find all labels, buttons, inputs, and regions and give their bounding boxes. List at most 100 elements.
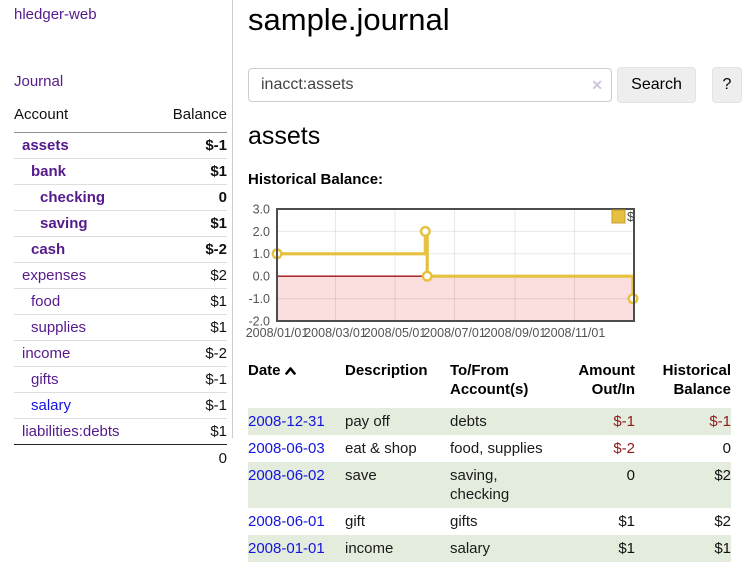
account-balance: $-1	[154, 366, 227, 393]
accounts-table-body: assets $-1 bank $1 checking 0 saving $1 cash $-2 e…	[14, 133, 227, 445]
register-header-description: Description	[345, 362, 428, 379]
account-name-cell: food	[14, 288, 155, 315]
accounts-total-row: 0	[14, 444, 227, 472]
historical-balance-label: Historical Balance:	[248, 171, 384, 188]
data-point-marker	[421, 270, 433, 282]
register-header-balance: Historical Balance	[662, 362, 731, 398]
account-link-gifts[interactable]: gifts	[31, 371, 59, 388]
transaction-accounts: saving, checking	[450, 467, 510, 503]
transaction-date-link[interactable]: 2008-01-01	[248, 540, 325, 557]
transaction-date-cell: 2008-12-31	[248, 408, 345, 435]
search-bar: ✕ Search ?	[248, 66, 742, 104]
account-link-assets[interactable]: assets	[22, 137, 69, 154]
account-balance: 0	[154, 184, 227, 211]
transaction-date-cell: 2008-06-01	[248, 508, 345, 535]
account-balance: $1	[154, 314, 227, 341]
transaction-balance: $2	[714, 513, 731, 530]
transaction-date-cell: 2008-06-02	[248, 462, 345, 508]
register-row: 2008-06-02 save saving, checking 0 $2	[248, 462, 731, 508]
svg-text:2008/09/01: 2008/09/01	[484, 326, 547, 340]
account-link-supplies[interactable]: supplies	[31, 319, 87, 336]
register-table-body: 2008-12-31 pay off debts $-1 $-1 2008-06-03 ea…	[248, 408, 731, 562]
account-row: bank $1	[14, 158, 227, 185]
register-row: 2008-12-31 pay off debts $-1 $-1	[248, 408, 731, 435]
accounts-total-value: 0	[154, 444, 227, 472]
register-header-accounts: To/From Account(s)	[450, 362, 529, 398]
clear-search-icon[interactable]: ✕	[591, 77, 603, 93]
accounts-total-spacer	[14, 444, 155, 472]
transaction-date-link[interactable]: 2008-06-03	[248, 440, 325, 457]
svg-text:2008/03/01: 2008/03/01	[304, 326, 367, 340]
account-balance: $1	[154, 418, 227, 445]
transaction-date-cell: 2008-01-01	[248, 535, 345, 562]
accounts-table: Account Balance assets $-1 bank $1 checking 0…	[14, 105, 227, 472]
account-row: expenses $2	[14, 262, 227, 289]
transaction-description: eat & shop	[345, 440, 417, 457]
chart-container: 3.0 2.0 1.0 0.0 -1.0 -2.0 2008/01/01 2008/03/01…	[243, 199, 683, 345]
transaction-description: gift	[345, 513, 366, 530]
sidebar-item-journal[interactable]: Journal	[14, 73, 64, 90]
accounts-header-account: Account	[14, 105, 155, 133]
account-name-cell: salary	[14, 392, 155, 419]
search-button[interactable]: Search	[617, 67, 696, 103]
sort-ascending-icon	[284, 367, 296, 375]
account-link-income[interactable]: income	[22, 345, 71, 362]
account-link-liabilities-debts[interactable]: liabilities:debts	[22, 423, 120, 440]
account-balance: $1	[154, 288, 227, 315]
register-row: 2008-01-01 income salary $1 $1	[248, 535, 731, 562]
svg-text:2008/07/01: 2008/07/01	[423, 326, 486, 340]
account-balance: $-1	[205, 137, 227, 154]
transaction-accounts: food, supplies	[450, 440, 543, 457]
svg-text:-2.0: -2.0	[248, 314, 270, 328]
page-title: sample.journal	[248, 2, 450, 37]
transaction-amount: $-1	[613, 413, 635, 430]
register-header-date[interactable]: Date	[248, 359, 345, 408]
account-link-salary[interactable]: salary	[31, 397, 72, 414]
account-name-cell: income	[14, 340, 155, 367]
transaction-date-link[interactable]: 2008-06-02	[248, 467, 325, 484]
legend-swatch	[611, 209, 626, 224]
account-link-expenses[interactable]: expenses	[22, 267, 87, 284]
account-link-checking[interactable]: checking	[40, 189, 106, 206]
account-row: food $1	[14, 288, 227, 315]
help-button[interactable]: ?	[712, 67, 742, 103]
register-header-row: Date Description To/From Account(s) Amou…	[248, 359, 731, 408]
account-balance: $2	[154, 262, 227, 289]
register-row: 2008-06-01 gift gifts $1 $2	[248, 508, 731, 535]
account-link-cash[interactable]: cash	[31, 241, 66, 258]
account-link-saving[interactable]: saving	[40, 215, 88, 232]
account-row: salary $-1	[14, 392, 227, 419]
account-name-cell: assets	[14, 133, 155, 159]
account-link-food[interactable]: food	[31, 293, 61, 310]
account-name-cell: expenses	[14, 262, 155, 289]
account-row: cash $-2	[14, 236, 227, 263]
transaction-balance: $-1	[709, 413, 731, 430]
transaction-amount: 0	[626, 467, 635, 484]
sidebar: hledger-web Journal Account Balance asse…	[0, 0, 233, 472]
account-balance: $1	[154, 158, 227, 185]
svg-text:2008/11/01: 2008/11/01	[544, 326, 606, 340]
date-header-label: Date	[248, 362, 281, 379]
account-link-bank[interactable]: bank	[31, 163, 67, 180]
svg-text:1.0: 1.0	[253, 247, 270, 261]
svg-text:3.0: 3.0	[253, 202, 270, 216]
app-brand-link[interactable]: hledger-web	[14, 6, 97, 23]
transaction-date-link[interactable]: 2008-12-31	[248, 413, 325, 430]
transaction-accounts: debts	[450, 413, 487, 430]
account-name-cell: saving	[14, 210, 155, 237]
svg-text:-1.0: -1.0	[248, 292, 270, 306]
search-input[interactable]	[248, 68, 612, 102]
account-page-title: assets	[248, 122, 321, 150]
account-balance: $-2	[154, 340, 227, 367]
transaction-date-link[interactable]: 2008-06-01	[248, 513, 325, 530]
transaction-balance: 0	[722, 440, 731, 457]
account-name-cell: liabilities:debts	[14, 418, 155, 445]
account-name-cell: bank	[14, 158, 155, 185]
transaction-amount: $1	[618, 540, 635, 557]
accounts-header-row: Account Balance	[14, 105, 227, 133]
account-name-cell: checking	[14, 184, 155, 211]
transaction-description: save	[345, 467, 377, 484]
transaction-accounts: gifts	[450, 513, 478, 530]
register-row: 2008-06-03 eat & shop food, supplies $-2 0	[248, 435, 731, 462]
transaction-amount: $1	[618, 513, 635, 530]
